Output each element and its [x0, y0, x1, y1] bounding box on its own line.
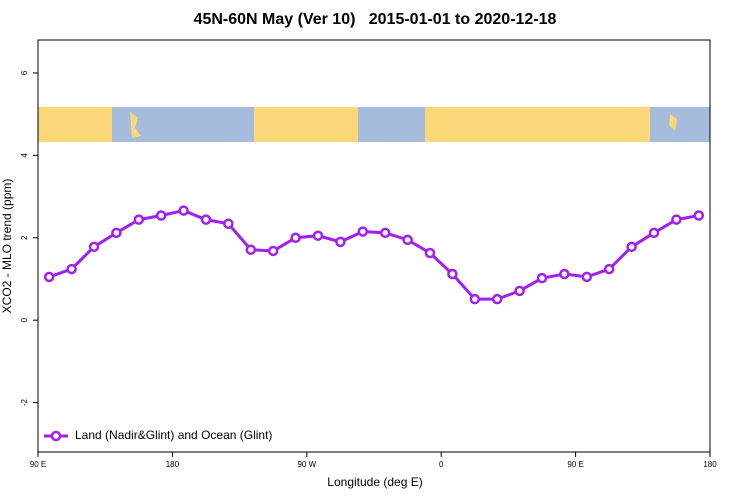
data-point [133, 214, 145, 225]
y-tick-label: 2 [20, 235, 29, 240]
y-tick-label: -2 [20, 398, 29, 406]
legend-label: Land (Nadir&Glint) and Ocean (Glint) [75, 428, 272, 442]
data-point [223, 218, 234, 230]
data-point [155, 210, 167, 221]
y-tick-label: 6 [20, 70, 29, 75]
data-point [290, 232, 301, 244]
data-point [178, 205, 189, 216]
data-point [312, 230, 324, 241]
y-tick-label: 4 [20, 153, 29, 158]
data-point [536, 272, 548, 284]
data-point [66, 263, 77, 275]
data-point [43, 271, 55, 283]
data-point [603, 263, 615, 275]
x-axis-label: Longitude (deg E) [327, 475, 422, 489]
plot-frame [37, 39, 711, 453]
data-point [648, 227, 660, 239]
data-point [88, 241, 100, 253]
data-point [447, 268, 458, 280]
x-tick-label: 90 E [567, 460, 583, 469]
chart-title: 45N-60N May (Ver 10) 2015-01-01 to 2020-… [194, 11, 557, 28]
x-tick-label: 0 [439, 460, 444, 469]
data-point [357, 226, 369, 237]
data-point [245, 244, 257, 255]
data-point [424, 247, 436, 259]
data-point [693, 210, 705, 221]
data-point [335, 236, 346, 248]
data-point [469, 293, 481, 305]
map-strip [38, 107, 710, 142]
data-point [379, 227, 391, 239]
legend-marker [50, 430, 62, 442]
data-point [626, 241, 637, 253]
y-tick-label: 0 [20, 317, 29, 322]
data-point [581, 271, 593, 283]
y-axis-label: XCO2 - MLO trend (ppm) [0, 179, 14, 314]
x-tick-label: 90 E [30, 460, 46, 469]
data-point [491, 293, 503, 305]
data-point [402, 234, 413, 246]
data-line [48, 209, 700, 301]
data-point [200, 214, 212, 225]
data-point [559, 268, 570, 280]
data-point [514, 285, 525, 297]
x-tick-label: 180 [166, 460, 180, 469]
data-point [267, 245, 279, 257]
data-point [671, 214, 682, 225]
x-tick-label: 180 [703, 460, 717, 469]
x-tick-label: 90 W [297, 460, 316, 469]
data-point [111, 227, 122, 239]
